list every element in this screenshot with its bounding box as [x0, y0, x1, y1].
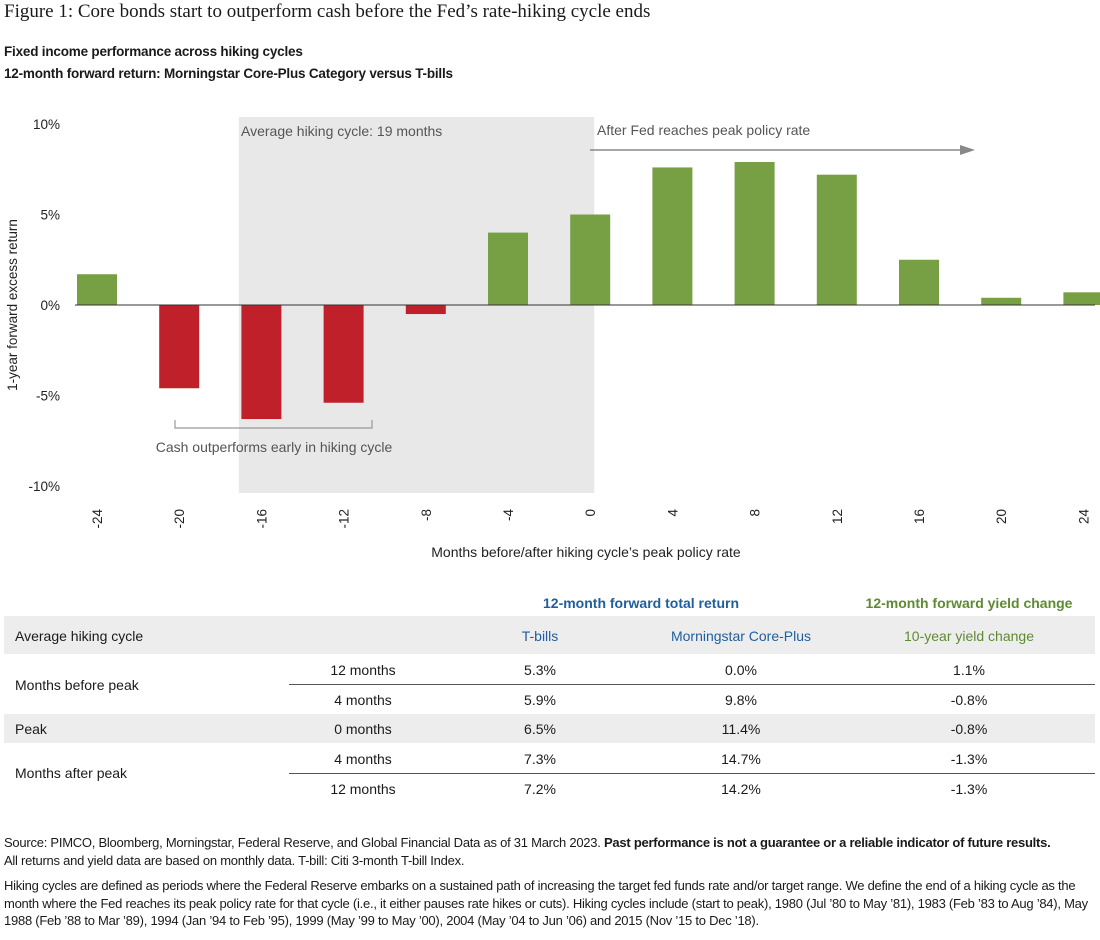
table-cell-period: 12 months — [330, 662, 396, 678]
x-tick-label: -24 — [90, 509, 105, 529]
bar — [570, 214, 611, 305]
y-tick-label: 0% — [40, 298, 60, 313]
table-cell-tbills: 6.5% — [524, 721, 556, 737]
table-cell-core: 14.7% — [721, 751, 761, 767]
source-note: Source: PIMCO, Bloomberg, Morningstar, F… — [4, 834, 1098, 869]
table-cell-period: 4 months — [334, 692, 392, 708]
header-total-return: 12-month forward total return — [542, 595, 740, 611]
bar — [159, 305, 200, 389]
bar — [241, 305, 282, 420]
arrow-label: After Fed reaches peak policy rate — [597, 122, 810, 138]
bar — [652, 167, 693, 305]
row-band-peak — [4, 714, 1095, 743]
bar — [981, 297, 1022, 305]
table-cell-yield: -0.8% — [950, 692, 988, 708]
header-yield-change: 12-month forward yield change — [865, 595, 1073, 611]
y-tick-label: 10% — [33, 117, 60, 132]
x-tick-label: -16 — [254, 509, 269, 529]
table-cell-yield: 1.1% — [953, 662, 985, 678]
table-cell-tbills: 5.9% — [524, 692, 556, 708]
x-tick-label: 16 — [912, 509, 927, 524]
x-tick-label: -20 — [172, 509, 187, 529]
table-cell-yield: -0.8% — [950, 721, 988, 737]
table-cell-period: 0 months — [334, 721, 392, 737]
data-note: All returns and yield data are based on … — [4, 852, 465, 868]
table-cell-tbills: 5.3% — [524, 662, 556, 678]
table-cell-core: 14.2% — [721, 781, 761, 797]
bracket — [174, 420, 373, 429]
bracket-label: Cash outperforms early in hiking cycle — [156, 439, 393, 455]
figure-title: Figure 1: Core bonds start to outperform… — [4, 1, 651, 22]
y-tick-label: -5% — [36, 389, 60, 404]
bar — [899, 259, 939, 305]
bar-chart: 10% 5% 0% -5% -10% -24 -20 -16 -12 -8 -4 0 4 8 12 16 20 2… — [5, 117, 1100, 560]
table-cell-core: 0.0% — [725, 662, 757, 678]
row-divider — [289, 773, 1095, 774]
col-core-plus: Morningstar Core-Plus — [670, 628, 812, 644]
x-tick-label: -4 — [501, 509, 516, 521]
bar — [77, 274, 117, 305]
x-tick-label: -12 — [337, 509, 352, 529]
col-yield-change: 10-year yield change — [904, 628, 1034, 644]
table-cell-period: 4 months — [334, 751, 392, 767]
col-tbills: T-bills — [521, 628, 559, 644]
x-axis-label: Months before/after hiking cycle’s peak … — [431, 544, 741, 560]
group-label-after: Months after peak — [15, 765, 128, 781]
definition-note: Hiking cycles are defined as periods whe… — [4, 878, 1088, 928]
table-cell-tbills: 7.3% — [524, 751, 556, 767]
shade-label: Average hiking cycle: 19 months — [241, 123, 442, 139]
x-tick-label: 8 — [748, 509, 763, 517]
arrow-head — [960, 145, 975, 155]
row-divider — [289, 684, 1095, 685]
bar — [816, 174, 857, 305]
disclaimer-text: Past performance is not a guarantee or a… — [604, 835, 1051, 850]
chart-subtitle-2: 12-month forward return: Morningstar Cor… — [4, 66, 453, 81]
y-tick-label: 5% — [40, 208, 60, 223]
bar — [405, 305, 446, 315]
x-tick-label: 20 — [994, 509, 1009, 524]
bar — [323, 305, 364, 403]
x-tick-label: -8 — [419, 509, 434, 521]
table-cell-core: 11.4% — [721, 721, 761, 737]
table-cell-core: 9.8% — [725, 692, 757, 708]
group-label-before: Months before peak — [15, 677, 139, 693]
bar — [488, 232, 528, 305]
table-cell-yield: -1.3% — [950, 751, 988, 767]
bar — [1063, 292, 1100, 305]
x-tick-label: 4 — [665, 509, 680, 517]
bar — [734, 162, 775, 305]
table-header-row — [4, 616, 1095, 654]
x-tick-label: 24 — [1076, 509, 1091, 525]
chart-subtitle-1: Fixed income performance across hiking c… — [4, 44, 303, 59]
y-axis-label: 1-year forward excess return — [5, 219, 20, 391]
group-label-peak: Peak — [15, 721, 47, 737]
source-text: Source: PIMCO, Bloomberg, Morningstar, F… — [4, 835, 604, 850]
x-tick-label: 0 — [583, 509, 598, 517]
table-cell-tbills: 7.2% — [524, 781, 556, 797]
col-average-hiking-cycle: Average hiking cycle — [15, 628, 144, 644]
table-cell-period: 12 months — [330, 781, 396, 797]
x-tick-label: 12 — [830, 509, 845, 524]
y-tick-label: -10% — [28, 479, 60, 494]
table-cell-yield: -1.3% — [950, 781, 988, 797]
